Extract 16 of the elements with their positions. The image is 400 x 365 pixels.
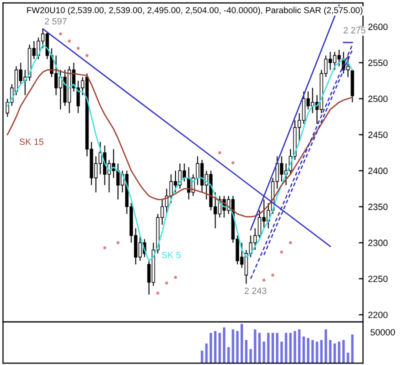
y-tick-label: 2350 [368, 204, 388, 210]
y-tick-label: 2300 [368, 240, 388, 246]
annotation: 2 243 [244, 288, 266, 294]
annotation: 2 275 [344, 27, 366, 34]
annotation: 2 597 [44, 18, 67, 24]
y-tick-label: 2500 [368, 96, 388, 102]
y-tick-label: 2250 [368, 276, 388, 282]
y-tick-label: 2200 [368, 312, 388, 318]
series-label: SK 15 [20, 138, 44, 145]
y-tick-label: 2600 [368, 24, 388, 30]
y-tick-label: 2450 [368, 132, 388, 138]
text: 50000 [370, 329, 395, 336]
y-tick-label: 2400 [368, 168, 388, 174]
y-tick-label: 2550 [368, 60, 388, 66]
chart-title: FW20U10 (2,539.00, 2,539.00, 2,495.00, 2,504.00, -40.0000), Parabolic SAR (2,575.00) [27, 6, 362, 15]
series-label: SK 5 [162, 252, 181, 258]
